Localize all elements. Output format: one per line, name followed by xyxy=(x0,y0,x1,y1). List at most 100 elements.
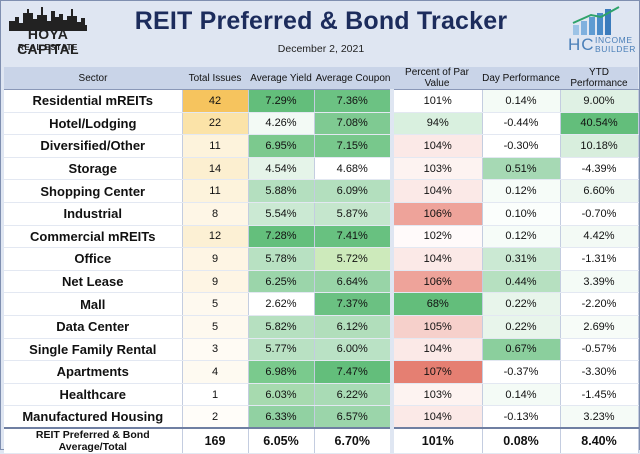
average-coupon-cell: 7.41% xyxy=(314,225,393,249)
hoya-capital-logo: HOYA CAPITAL REAL ESTATE xyxy=(7,5,89,65)
table-row: Shopping Center 11 5.88% 6.09% 104% 0.12% 6.60… xyxy=(4,179,639,203)
sector-cell: Single Family Rental xyxy=(4,338,183,362)
logo-wordmark-line1: INCOME xyxy=(595,35,633,45)
logo-brand-text: HOYA CAPITAL xyxy=(17,26,79,57)
sector-cell: Industrial xyxy=(4,202,183,226)
sector-cell: Mall xyxy=(4,292,183,316)
total-issues-cell: 4 xyxy=(182,360,249,384)
table-row: Healthcare 1 6.03% 6.22% 103% 0.14% -1.45% xyxy=(4,383,639,407)
day-performance-cell: -0.30% xyxy=(482,134,561,158)
day-performance-cell: 0.12% xyxy=(482,179,561,203)
sector-cell: Manufactured Housing xyxy=(4,405,183,429)
par-value-cell: 104% xyxy=(390,338,483,362)
day-performance-cell: 0.31% xyxy=(482,247,561,271)
par-value-cell: 102% xyxy=(390,225,483,249)
total-issues-cell: 5 xyxy=(182,315,249,339)
par-value-cell: 94% xyxy=(390,112,483,136)
bar-growth-icon xyxy=(572,6,620,35)
day-performance-cell: -0.37% xyxy=(482,360,561,384)
table-row: Mall 5 2.62% 7.37% 68% 0.22% -2.20% xyxy=(4,292,639,316)
average-coupon-cell: 6.64% xyxy=(314,270,393,294)
table-row: Commercial mREITs 12 7.28% 7.41% 102% 0.12% 4.… xyxy=(4,225,639,249)
total-issues-cell: 42 xyxy=(182,89,249,113)
par-value-cell: 104% xyxy=(390,179,483,203)
average-yield-cell: 6.98% xyxy=(248,360,315,384)
ytd-performance-cell: 40.54% xyxy=(560,112,639,136)
par-value-cell: 101% xyxy=(390,89,483,113)
average-yield-cell: 4.26% xyxy=(248,112,315,136)
logo-mark-text: HC xyxy=(568,35,595,54)
day-performance-cell: 0.14% xyxy=(482,383,561,407)
ytd-performance-cell: 9.00% xyxy=(560,89,639,113)
ytd-performance-cell: 10.18% xyxy=(560,134,639,158)
average-yield-cell: 6.95% xyxy=(248,134,315,158)
ytd-performance-cell: 3.23% xyxy=(560,405,639,429)
ytd-performance-cell: -2.20% xyxy=(560,292,639,316)
average-yield-cell: 5.88% xyxy=(248,179,315,203)
total-row: REIT Preferred & Bond Average/Total 169 6.… xyxy=(4,427,639,454)
column-header: Sector xyxy=(4,67,182,90)
day-performance-cell: 0.14% xyxy=(482,89,561,113)
average-coupon-cell: 7.36% xyxy=(314,89,393,113)
sector-cell: Shopping Center xyxy=(4,179,183,203)
ytd-performance-cell: -1.31% xyxy=(560,247,639,271)
total-par-value-cell: 101% xyxy=(390,427,483,454)
total-average-yield-cell: 6.05% xyxy=(248,427,315,454)
average-yield-cell: 4.54% xyxy=(248,157,315,181)
column-header: Percent of Par Value xyxy=(392,67,482,90)
header-row: Sector Total Issues Average Yield Averag… xyxy=(4,67,638,90)
report-date: December 2, 2021 xyxy=(277,43,365,55)
day-performance-cell: 0.10% xyxy=(482,202,561,226)
page-title: REIT Preferred & Bond Tracker xyxy=(134,7,508,35)
table-row: Hotel/Lodging 22 4.26% 7.08% 94% -0.44% 40.54% xyxy=(4,112,639,136)
day-performance-cell: 0.22% xyxy=(482,315,561,339)
header: HOYA CAPITAL REAL ESTATE REIT Preferred … xyxy=(1,1,640,67)
income-builder-logo: HC INCOME BUILDER xyxy=(565,5,637,63)
skyline-icon xyxy=(9,7,87,31)
average-coupon-cell: 7.47% xyxy=(314,360,393,384)
average-coupon-cell: 5.87% xyxy=(314,202,393,226)
day-performance-cell: 0.44% xyxy=(482,270,561,294)
total-issues-cell: 2 xyxy=(182,405,249,429)
total-issues-cell: 9 xyxy=(182,247,249,271)
average-coupon-cell: 5.72% xyxy=(314,247,393,271)
average-yield-cell: 5.78% xyxy=(248,247,315,271)
table-row: Data Center 5 5.82% 6.12% 105% 0.22% 2.69% xyxy=(4,315,639,339)
average-yield-cell: 6.25% xyxy=(248,270,315,294)
total-label-cell: REIT Preferred & Bond Average/Total xyxy=(4,427,183,454)
sector-cell: Residential mREITs xyxy=(4,89,183,113)
table-row: Office 9 5.78% 5.72% 104% 0.31% -1.31% xyxy=(4,247,639,271)
average-coupon-cell: 6.12% xyxy=(314,315,393,339)
average-yield-cell: 7.29% xyxy=(248,89,315,113)
sector-cell: Office xyxy=(4,247,183,271)
average-coupon-cell: 6.09% xyxy=(314,179,393,203)
par-value-cell: 104% xyxy=(390,134,483,158)
par-value-cell: 106% xyxy=(390,202,483,226)
par-value-cell: 106% xyxy=(390,270,483,294)
average-coupon-cell: 7.08% xyxy=(314,112,393,136)
table-row: Net Lease 9 6.25% 6.64% 106% 0.44% 3.39% xyxy=(4,270,639,294)
par-value-cell: 103% xyxy=(390,383,483,407)
average-yield-cell: 6.03% xyxy=(248,383,315,407)
logo-wordmark: INCOME BUILDER xyxy=(595,36,636,54)
average-coupon-cell: 7.15% xyxy=(314,134,393,158)
logo-sub-text: REAL ESTATE xyxy=(18,43,78,52)
column-header: Average Yield xyxy=(248,67,314,90)
table-row: Industrial 8 5.54% 5.87% 106% 0.10% -0.70% xyxy=(4,202,639,226)
average-yield-cell: 5.54% xyxy=(248,202,315,226)
average-coupon-cell: 6.57% xyxy=(314,405,393,429)
total-issues-cell: 9 xyxy=(182,270,249,294)
total-issues-cell: 1 xyxy=(182,383,249,407)
column-header: Total Issues xyxy=(182,67,248,90)
table-row: Single Family Rental 3 5.77% 6.00% 104% 0.67%… xyxy=(4,338,639,362)
day-performance-cell: -0.44% xyxy=(482,112,561,136)
ytd-performance-cell: -1.45% xyxy=(560,383,639,407)
total-issues-cell: 3 xyxy=(182,338,249,362)
ytd-performance-cell: -4.39% xyxy=(560,157,639,181)
ytd-performance-cell: 3.39% xyxy=(560,270,639,294)
table-row: Storage 14 4.54% 4.68% 103% 0.51% -4.39% xyxy=(4,157,639,181)
total-average-coupon-cell: 6.70% xyxy=(314,427,393,454)
average-yield-cell: 5.77% xyxy=(248,338,315,362)
day-performance-cell: 0.51% xyxy=(482,157,561,181)
total-issues-cell: 8 xyxy=(182,202,249,226)
